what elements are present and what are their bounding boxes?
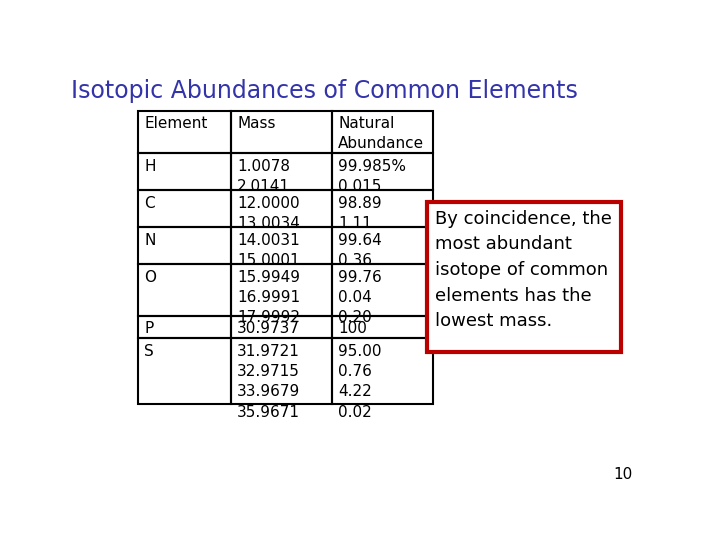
Text: By coincidence, the
most abundant
isotope of common
elements has the
lowest mass: By coincidence, the most abundant isotop… bbox=[435, 210, 612, 330]
Bar bbox=[332, 316, 433, 338]
Bar bbox=[138, 190, 231, 227]
Text: Element: Element bbox=[144, 116, 207, 131]
Text: 99.64
0.36: 99.64 0.36 bbox=[338, 233, 382, 268]
Bar bbox=[138, 111, 231, 153]
Text: Natural
Abundance: Natural Abundance bbox=[338, 116, 424, 151]
Text: 14.0031
15.0001: 14.0031 15.0001 bbox=[238, 233, 300, 268]
Bar bbox=[231, 111, 332, 153]
Bar bbox=[138, 316, 231, 338]
Bar bbox=[231, 227, 332, 264]
Bar bbox=[332, 227, 433, 264]
Text: P: P bbox=[144, 321, 153, 336]
Bar bbox=[138, 264, 231, 316]
Bar bbox=[332, 338, 433, 404]
Text: 12.0000
13.0034: 12.0000 13.0034 bbox=[238, 195, 300, 231]
Text: 30.9737: 30.9737 bbox=[238, 321, 300, 336]
Bar bbox=[231, 316, 332, 338]
Text: 95.00
0.76
4.22
0.02: 95.00 0.76 4.22 0.02 bbox=[338, 343, 382, 420]
Text: 100: 100 bbox=[338, 321, 367, 336]
Text: O: O bbox=[144, 269, 156, 285]
Text: H: H bbox=[144, 159, 156, 174]
Text: C: C bbox=[144, 195, 155, 211]
Text: 15.9949
16.9991
17.9992: 15.9949 16.9991 17.9992 bbox=[238, 269, 300, 326]
Bar bbox=[231, 190, 332, 227]
Text: 10: 10 bbox=[613, 467, 632, 482]
Text: 99.76
0.04
0.20: 99.76 0.04 0.20 bbox=[338, 269, 382, 326]
Text: 31.9721
32.9715
33.9679
35.9671: 31.9721 32.9715 33.9679 35.9671 bbox=[238, 343, 300, 420]
Bar bbox=[138, 227, 231, 264]
Bar bbox=[332, 153, 433, 190]
Bar bbox=[427, 202, 621, 352]
Text: 99.985%
0.015: 99.985% 0.015 bbox=[338, 159, 406, 194]
Bar bbox=[332, 190, 433, 227]
Bar bbox=[138, 153, 231, 190]
Bar bbox=[332, 111, 433, 153]
Bar bbox=[231, 264, 332, 316]
Text: Isotopic Abundances of Common Elements: Isotopic Abundances of Common Elements bbox=[71, 79, 577, 103]
Text: 1.0078
2.0141: 1.0078 2.0141 bbox=[238, 159, 290, 194]
Bar bbox=[231, 153, 332, 190]
Bar bbox=[231, 338, 332, 404]
Bar bbox=[138, 338, 231, 404]
Text: S: S bbox=[144, 343, 154, 359]
Text: Mass: Mass bbox=[238, 116, 276, 131]
Bar bbox=[332, 264, 433, 316]
Text: N: N bbox=[144, 233, 156, 248]
Text: 98.89
1.11: 98.89 1.11 bbox=[338, 195, 382, 231]
